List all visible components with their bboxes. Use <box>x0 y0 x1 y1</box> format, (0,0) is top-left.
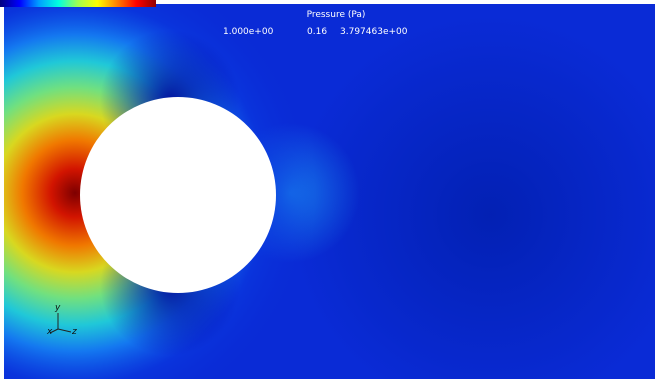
legend-tick-mid: 0.16 <box>307 27 328 37</box>
legend-colorbar <box>0 0 156 7</box>
axes-triad-icon <box>49 313 72 334</box>
legend-title: Pressure (Pa) <box>306 10 366 20</box>
legend-tick-max: 3.797463e+00 <box>340 27 408 37</box>
axis-label-x: z <box>72 327 77 337</box>
orientation-axes: y x z <box>44 303 84 343</box>
legend-tick-min: 1.000e+00 <box>223 27 274 37</box>
cylinder-obstacle <box>80 97 276 293</box>
axis-label-z: x <box>47 327 53 337</box>
axis-label-y: y <box>55 303 61 313</box>
